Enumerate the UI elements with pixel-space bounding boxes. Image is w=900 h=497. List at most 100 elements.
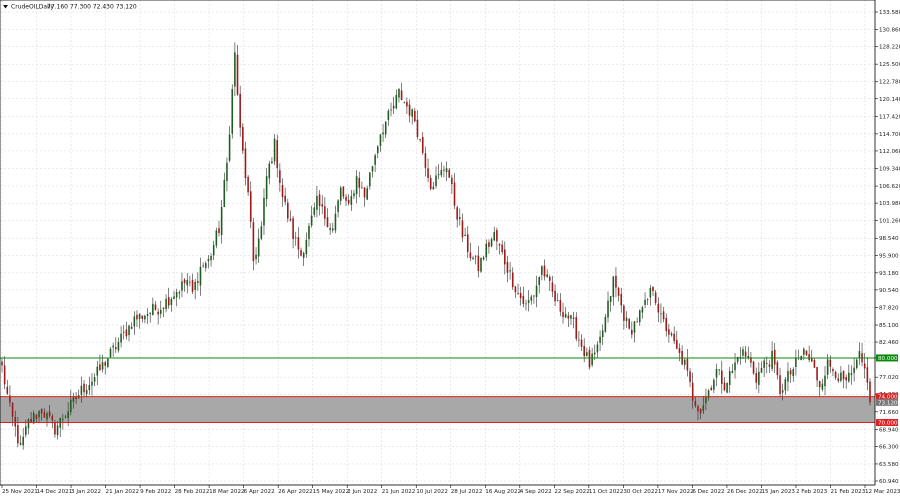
candle-body	[19, 442, 22, 445]
candle-body	[347, 199, 350, 204]
candle-body	[215, 230, 218, 246]
candle-body	[689, 371, 691, 383]
candle-body	[189, 281, 191, 283]
candle-body	[252, 222, 255, 262]
candle-body	[466, 234, 469, 253]
candle-body	[744, 351, 747, 357]
candle-body	[207, 258, 210, 262]
candle	[382, 123, 384, 142]
candle-body	[763, 360, 765, 368]
candle	[236, 44, 239, 96]
candle	[482, 255, 485, 261]
candle	[533, 295, 535, 304]
candle	[517, 283, 519, 295]
candle-body	[144, 315, 146, 320]
candle-body	[509, 270, 511, 272]
y-tick-label: 128.220	[879, 45, 900, 51]
candle-body	[482, 257, 485, 260]
candle	[244, 141, 247, 186]
candle	[144, 314, 146, 324]
candle-body	[287, 202, 289, 219]
candle-body	[6, 386, 9, 394]
candle-body	[678, 348, 681, 353]
candle-body	[469, 252, 472, 259]
candle-body	[789, 370, 792, 375]
candle-body	[760, 367, 763, 373]
candle-body	[276, 140, 279, 168]
candle-body	[376, 146, 379, 154]
candle	[654, 290, 657, 306]
candle	[390, 102, 392, 117]
candle-body	[580, 339, 583, 347]
x-tick-label: 6 Apr 2022	[244, 489, 275, 495]
candle-body	[255, 254, 257, 260]
candle-body	[387, 110, 390, 120]
candle	[265, 168, 268, 207]
candle	[400, 82, 403, 101]
candle-body	[440, 169, 443, 176]
x-tick-label: 30 Oct 2022	[623, 489, 658, 495]
candle	[43, 408, 46, 418]
candle	[723, 377, 726, 392]
candle	[220, 200, 223, 244]
candle-body	[279, 170, 281, 183]
candle	[490, 237, 493, 248]
x-tick-label: 26 Dec 2022	[727, 489, 763, 495]
candle	[694, 396, 697, 408]
candle-body	[40, 408, 43, 414]
candle	[501, 240, 503, 255]
candle	[1, 357, 3, 373]
candle-body	[562, 312, 564, 318]
candle-body	[408, 104, 411, 116]
candle-body	[564, 314, 567, 318]
candle-body	[670, 333, 673, 336]
candle	[649, 284, 652, 306]
candle-body	[866, 367, 869, 383]
symbol-title: CrudeOILDaily	[11, 4, 54, 11]
triangle-down-icon[interactable]	[3, 5, 8, 9]
candle-body	[683, 359, 686, 365]
candle	[601, 324, 604, 346]
candle	[273, 134, 276, 166]
candle-body	[474, 256, 477, 258]
candle-body	[51, 416, 54, 421]
candle-body	[739, 356, 742, 358]
candle-body	[432, 186, 435, 190]
x-tick-label: 4 Sep 2022	[520, 489, 552, 495]
candle	[498, 243, 501, 255]
price-axis[interactable]: 133.580 130.860 128.220 125.500 122.780 120.1…	[875, 10, 900, 485]
candle-body	[64, 416, 67, 418]
candle-body	[212, 245, 215, 256]
candle	[223, 172, 226, 208]
candle-body	[183, 279, 186, 284]
candle-body	[567, 315, 570, 319]
candle-body	[707, 390, 710, 398]
candle	[726, 382, 728, 394]
candle-body	[175, 291, 178, 298]
candle-body	[625, 317, 628, 322]
candle	[326, 208, 329, 228]
candle	[834, 370, 837, 381]
candle-body	[676, 339, 678, 349]
candle-body	[337, 200, 339, 213]
candle	[157, 308, 159, 325]
candle-body	[72, 396, 75, 402]
level-lines[interactable]	[0, 357, 875, 424]
candle	[721, 360, 723, 394]
candle-body	[284, 195, 286, 202]
candle	[480, 257, 482, 273]
candle	[260, 221, 263, 241]
candle	[644, 292, 646, 308]
candle-body	[159, 309, 162, 314]
upper-red-price-label-bg	[876, 393, 898, 401]
candle	[62, 413, 64, 430]
candle	[734, 352, 736, 379]
candle	[75, 391, 77, 405]
candle	[136, 310, 138, 327]
candle-body	[443, 169, 445, 171]
candle	[607, 291, 609, 323]
candle-body	[636, 321, 638, 323]
